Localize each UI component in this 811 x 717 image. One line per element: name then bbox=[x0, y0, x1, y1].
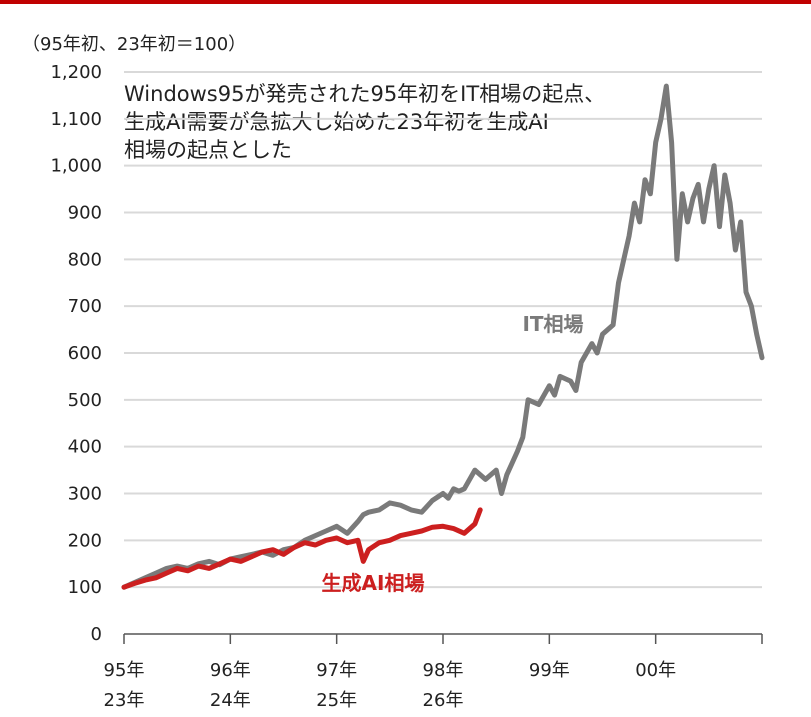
y-tick-label: 1,100 bbox=[50, 109, 102, 130]
x-tick-label-bottom: 25年 bbox=[316, 690, 357, 711]
y-tick-label: 1,000 bbox=[50, 156, 102, 177]
y-tick-label: 400 bbox=[68, 437, 102, 458]
x-tick-label-top: 99年 bbox=[529, 660, 570, 681]
series-label: 生成AI相場 bbox=[322, 571, 425, 595]
y-tick-label: 900 bbox=[68, 203, 102, 224]
x-tick-label-top: 98年 bbox=[423, 660, 464, 681]
y-tick-label: 100 bbox=[68, 577, 102, 598]
unit-label: （95年初、23年初＝100） bbox=[22, 34, 247, 55]
series-line bbox=[121, 507, 483, 590]
y-tick-label: 500 bbox=[68, 390, 102, 411]
y-tick-label: 700 bbox=[68, 296, 102, 317]
annotation-line: Windows95が発売された95年初をIT相場の起点、 bbox=[124, 82, 606, 106]
x-tick-label-top: 00年 bbox=[635, 660, 676, 681]
y-tick-label: 200 bbox=[68, 530, 102, 551]
annotation-line: 相場の起点とした bbox=[124, 138, 292, 162]
x-tick-label-top: 96年 bbox=[210, 660, 251, 681]
x-tick-label-bottom: 23年 bbox=[104, 690, 145, 711]
series-label: IT相場 bbox=[522, 312, 583, 336]
top-rule bbox=[0, 0, 811, 4]
y-tick-label: 800 bbox=[68, 249, 102, 270]
series-line bbox=[121, 83, 765, 590]
x-tick-label-top: 97年 bbox=[316, 660, 357, 681]
x-tick-label-top: 95年 bbox=[104, 660, 145, 681]
y-tick-label: 1,200 bbox=[50, 62, 102, 83]
y-tick-label: 300 bbox=[68, 484, 102, 505]
x-tick-label-bottom: 26年 bbox=[423, 690, 464, 711]
y-tick-label: 0 bbox=[91, 624, 102, 645]
annotation-text: Windows95が発売された95年初をIT相場の起点、 生成AI需要が急拡大し… bbox=[124, 80, 684, 164]
y-tick-label: 600 bbox=[68, 343, 102, 364]
x-tick-label-bottom: 24年 bbox=[210, 690, 251, 711]
annotation-line: 生成AI需要が急拡大し始めた23年初を生成AI bbox=[124, 110, 549, 134]
